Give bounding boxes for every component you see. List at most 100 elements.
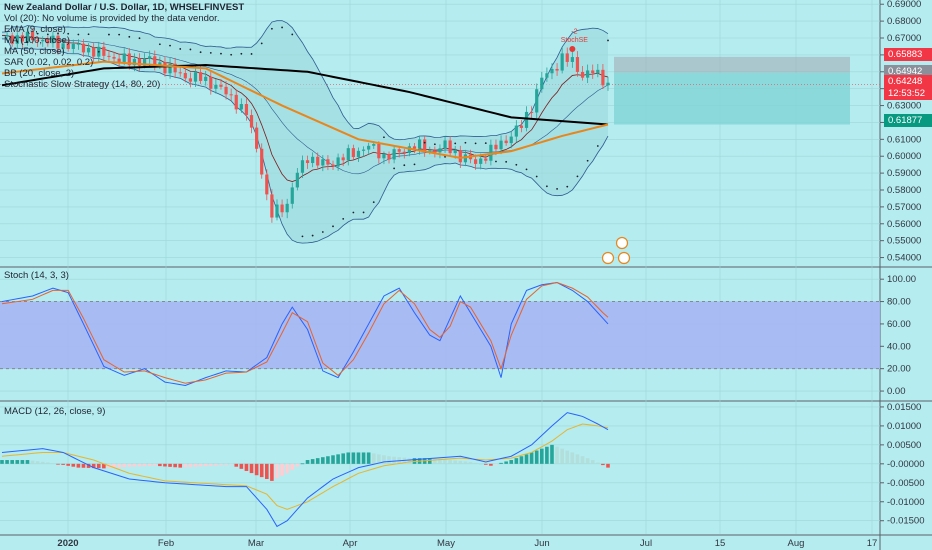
candle-body <box>473 159 478 164</box>
candle-body <box>504 140 508 144</box>
candle-body <box>351 148 355 158</box>
macd-pane-label[interactable]: MACD (12, 26, close, 9) <box>4 406 106 417</box>
macd-histogram-bar <box>407 458 412 464</box>
candle-body <box>127 53 131 66</box>
sar-dot <box>545 185 548 188</box>
candle-body <box>479 158 483 164</box>
stoch-d-line <box>1 282 609 384</box>
macd-histogram-bar <box>555 446 559 464</box>
macd-histogram-bar <box>66 463 71 466</box>
y-tick-label: 0.67000 <box>887 33 921 44</box>
candle-body <box>199 72 203 81</box>
candle-body <box>255 127 259 149</box>
macd-histogram-bar <box>453 460 458 464</box>
sar-dot <box>118 33 121 36</box>
macd-histogram-bar <box>427 458 432 464</box>
candle-body <box>183 72 187 79</box>
x-tick-label: 17 <box>867 538 878 549</box>
candle-body <box>346 148 350 161</box>
candle-body <box>392 149 396 160</box>
legend-line-sar[interactable]: SAR (0.02, 0.02, 0.2) <box>4 57 94 68</box>
macd-histogram-bar <box>81 463 86 468</box>
macd-histogram-bar <box>244 463 249 471</box>
legend-line-volume[interactable]: Vol (20): No volume is provided by the d… <box>4 13 220 24</box>
candle-body <box>86 47 91 53</box>
legend-line-bb[interactable]: BB (20, close, 2) <box>4 68 75 79</box>
candle-body <box>244 104 249 116</box>
candle-body <box>489 144 493 161</box>
macd-histogram-bar <box>596 462 600 464</box>
macd-histogram-bar <box>371 453 376 464</box>
macd-histogram-bar <box>219 463 223 466</box>
macd-histogram-bar <box>76 463 81 468</box>
stop-zone <box>614 72 850 125</box>
macd-histogram-bar <box>606 463 610 468</box>
candle-body <box>367 145 371 150</box>
sar-dot <box>321 231 324 233</box>
candle-body <box>290 187 294 204</box>
macd-histogram-bar <box>198 463 203 467</box>
legend-line-stoch-strategy[interactable]: Stochastic Slow Strategy (14, 80, 20) <box>4 79 161 90</box>
candle-body <box>239 104 243 110</box>
macd-legend[interactable]: MACD (12, 26, close, 9) <box>4 406 105 417</box>
signal-value: -2 <box>571 28 577 35</box>
macd-histogram-bar <box>550 444 554 464</box>
candle-body <box>331 164 335 167</box>
candle-body <box>270 194 274 218</box>
macd-histogram-bar <box>361 452 366 464</box>
macd-histogram-bar <box>168 463 172 467</box>
sar-dot <box>158 43 161 46</box>
sar-dot <box>433 143 436 146</box>
sar-dot <box>607 39 609 42</box>
macd-histogram-bar <box>545 446 549 464</box>
candle-body <box>575 57 580 72</box>
y-tick-label: 0.58000 <box>887 185 921 196</box>
legend-line-ma50[interactable]: MA (50, close) <box>4 46 65 57</box>
macd-signal-line <box>1 423 609 510</box>
candle-body <box>5 35 9 37</box>
candle-body <box>229 94 233 96</box>
sar-dot <box>311 234 314 237</box>
macd-histogram-bar <box>40 461 45 464</box>
macd-histogram-bar <box>102 463 106 469</box>
candle-body <box>443 140 447 149</box>
x-tick-label: 15 <box>715 538 726 549</box>
candle-body <box>275 204 279 218</box>
macd-histogram-bar <box>601 463 605 466</box>
price-tag-last: 0.64248 <box>884 75 932 88</box>
price-tag-countdown: 12:53:52 <box>884 87 932 100</box>
candle-body <box>311 156 315 164</box>
macd-histogram-bar <box>473 462 478 464</box>
macd-histogram-bar <box>112 463 116 468</box>
candle-body <box>550 68 554 74</box>
macd-histogram-bar <box>10 460 14 464</box>
candle-body <box>519 125 524 128</box>
stoch-pane-label[interactable]: Stoch (14, 3, 3) <box>4 270 69 281</box>
sar-dot <box>474 142 477 145</box>
time-scale[interactable]: 2020 Feb Mar Apr May Jun Jul 15 Aug 17 <box>57 538 877 549</box>
legend-line-ma100[interactable]: MA (100, close) <box>4 35 70 46</box>
candle-body <box>601 69 605 86</box>
y-tick-label: 0.00 <box>887 386 906 397</box>
sar-dot <box>423 141 426 144</box>
y-tick-label: 0.68000 <box>887 16 921 27</box>
candle-body <box>524 111 529 128</box>
macd-histogram-bar <box>122 463 127 468</box>
stoch-legend[interactable]: Stoch (14, 3, 3) <box>4 270 69 281</box>
target-zone <box>614 56 850 73</box>
candle-body <box>112 56 116 59</box>
bollinger-lower <box>1 38 609 244</box>
macd-histogram-bar <box>483 463 488 465</box>
macd-histogram-bar <box>285 463 289 474</box>
y-tick-label: 0.00500 <box>887 440 921 451</box>
macd-histogram-bar <box>524 454 529 464</box>
x-tick-label: May <box>437 538 455 549</box>
macd-histogram-bar <box>504 461 508 464</box>
candle-body <box>10 35 14 44</box>
macd-histogram-bar <box>30 460 35 464</box>
macd-histogram-bar <box>183 463 188 468</box>
candle-body <box>499 140 503 150</box>
legend-line-ema[interactable]: EMA (9, close) <box>4 24 66 35</box>
macd-histogram-bar <box>137 463 142 467</box>
macd-histogram-bar <box>280 463 284 476</box>
